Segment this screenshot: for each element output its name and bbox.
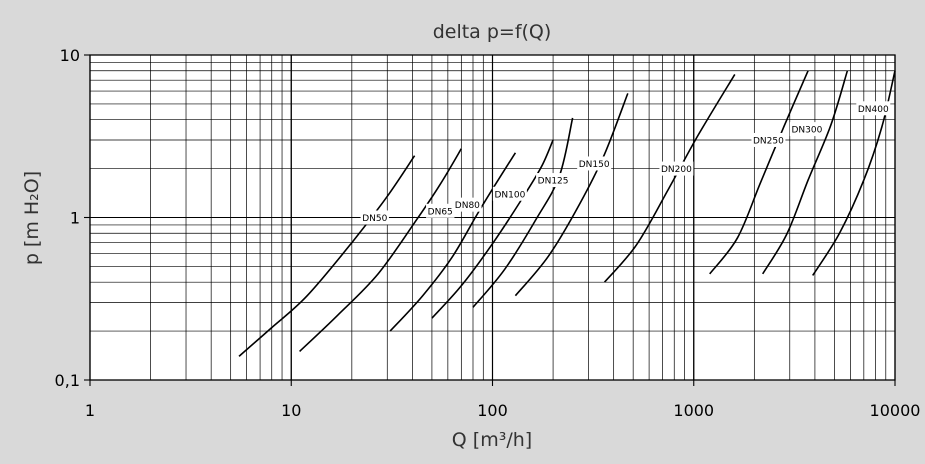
series-label-background: [453, 197, 482, 212]
series-label: DN80: [455, 201, 480, 211]
series-line: [389, 152, 517, 332]
series-label: DN200: [661, 165, 692, 175]
series-dn100: DN100: [431, 139, 554, 319]
series-label: DN100: [494, 190, 525, 200]
series-label: DN125: [538, 177, 569, 187]
series-line: [431, 139, 554, 319]
series-label-background: [426, 203, 455, 218]
y-axis-label: p [m H₂O]: [21, 171, 43, 265]
series-label-background: [360, 210, 389, 225]
series-label: DN300: [791, 126, 822, 136]
series-dn200: DN200: [603, 73, 736, 283]
series-label: DN400: [858, 105, 889, 115]
series-label: DN50: [362, 214, 387, 224]
series-line: [514, 93, 629, 297]
series-line: [299, 148, 462, 352]
series-dn125: DN125: [472, 117, 574, 308]
series-line: [603, 73, 736, 283]
series-label-background: [751, 132, 786, 147]
series-label-background: [659, 161, 694, 176]
series-label: DN65: [428, 207, 453, 217]
x-tick-label: 10: [281, 401, 301, 420]
y-tick-label: 1: [70, 209, 80, 228]
series-line: [472, 117, 574, 308]
y-tick-label: 0,1: [55, 371, 80, 390]
series-dn250: DN250: [709, 70, 809, 275]
chart-title: delta p=f(Q): [433, 21, 552, 43]
series-label-background: [492, 186, 527, 201]
series-label-background: [577, 156, 612, 171]
series-line: [762, 70, 849, 275]
x-tick-label: 1000: [673, 401, 714, 420]
y-axis-ticks: 0,1 1 10: [55, 46, 90, 390]
series-label: DN150: [579, 160, 610, 170]
series-label: DN250: [753, 136, 784, 146]
series-dn50: DN50: [238, 155, 416, 357]
series-dn150: DN150: [514, 93, 629, 297]
series-dn300: DN300: [762, 70, 849, 275]
x-axis-label: Q [m³/h]: [452, 429, 532, 451]
y-tick-label: 10: [60, 46, 80, 65]
series-dn65: DN65: [299, 148, 462, 352]
series-line: [709, 70, 809, 275]
series-label-background: [856, 101, 891, 116]
series-line: [238, 155, 416, 357]
x-tick-label: 10000: [870, 401, 921, 420]
series-dn80: DN80: [389, 152, 517, 332]
series-label-background: [789, 122, 824, 137]
x-tick-label: 1: [85, 401, 95, 420]
series-label-background: [536, 173, 571, 188]
series-dn400: DN400: [812, 70, 896, 276]
x-axis-ticks: 1 10 100 1000 10000: [85, 380, 921, 420]
x-tick-label: 100: [477, 401, 508, 420]
